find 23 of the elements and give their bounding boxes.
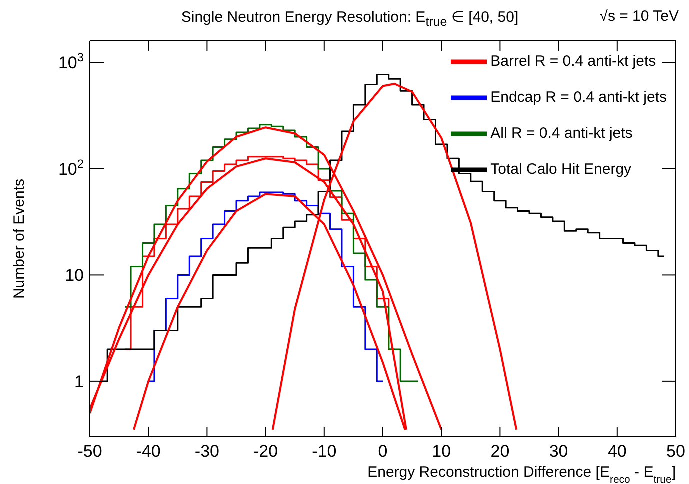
legend-label: All R = 0.4 anti-kt jets	[490, 124, 633, 142]
y-tick-label: 10	[65, 266, 84, 286]
x-tick-label: -30	[194, 442, 220, 461]
legend-label: Barrel R = 0.4 anti-kt jets	[490, 52, 656, 70]
text: √s = 10 TeV	[600, 8, 679, 25]
y-tick-label: 10$^{3}$	[58, 50, 84, 73]
y-axis-title: Number of Events	[11, 178, 28, 300]
x-axis-title: Energy Reconstruction Difference [E$_{reco}$ - E$_{true}$]	[368, 464, 676, 484]
y-tick-label: 1	[74, 372, 84, 392]
x-tick-label: 20	[490, 442, 510, 461]
legend-label: Total Calo Hit Energy	[490, 160, 632, 178]
x-tick-label: -50	[78, 442, 102, 461]
x-tick-label: -10	[312, 442, 337, 461]
legend-label: Endcap R = 0.4 anti-kt jets	[490, 88, 667, 106]
x-tick-label: 0	[378, 442, 388, 461]
x-tick-label: 10	[432, 442, 452, 461]
x-tick-label: 30	[549, 442, 568, 461]
y-tick-label: 10$^{2}$	[58, 156, 84, 179]
x-tick-label: 50	[666, 442, 686, 461]
x-tick-label: -40	[136, 442, 161, 461]
x-tick-label: 40	[608, 442, 627, 461]
chart-title: Single Neutron Energy Resolution: E$_{true}$ ∈ [40, 50]	[181, 9, 519, 29]
x-tick-label: -20	[254, 442, 278, 461]
